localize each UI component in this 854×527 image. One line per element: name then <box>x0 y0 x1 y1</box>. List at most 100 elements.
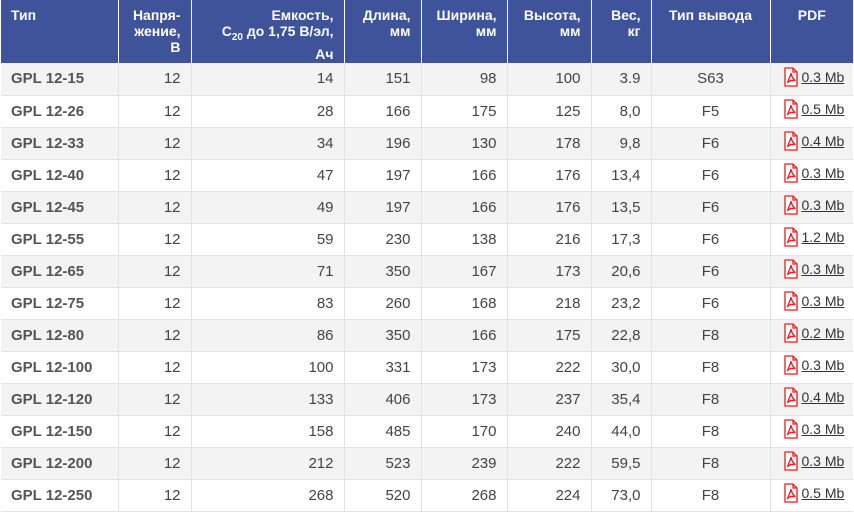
pdf-file-icon[interactable] <box>781 451 801 471</box>
pdf-download-link[interactable]: 0.5 Mb <box>781 99 845 119</box>
pdf-download-link[interactable]: 0.5 Mb <box>781 483 845 503</box>
cell-terminal: F6 <box>651 191 771 224</box>
cell-capacity: 59 <box>191 223 345 256</box>
cell-type: GPL 12-200 <box>1 447 119 480</box>
header-width: Ширина, мм <box>421 0 508 63</box>
cell-weight: 13,5 <box>591 191 652 224</box>
pdf-size-label[interactable]: 0.3 Mb <box>801 421 845 437</box>
header-voltage: Напря- жение, В <box>118 0 192 63</box>
pdf-download-link[interactable]: 1.2 Mb <box>781 227 845 247</box>
pdf-size-label[interactable]: 0.3 Mb <box>801 261 845 277</box>
cell-type: GPL 12-250 <box>1 479 119 512</box>
cell-height: 178 <box>507 127 592 160</box>
table-row: GPL 12-45 12 49 197 166 176 13,5 F6 0.3 Mb <box>1 191 853 224</box>
header-row: Тип Напря- жение, В Емкость, C20 до 1,75… <box>1 0 853 63</box>
cell-terminal: F8 <box>651 319 771 352</box>
cell-length: 350 <box>344 319 422 352</box>
cell-width: 175 <box>421 95 508 128</box>
pdf-download-link[interactable]: 0.3 Mb <box>781 419 845 439</box>
cell-type: GPL 12-26 <box>1 95 119 128</box>
cell-length: 485 <box>344 415 422 448</box>
pdf-size-label[interactable]: 0.3 Mb <box>801 293 845 309</box>
pdf-file-icon[interactable] <box>781 195 801 215</box>
pdf-file-icon[interactable] <box>781 131 801 151</box>
pdf-file-icon[interactable] <box>781 163 801 183</box>
cell-type: GPL 12-15 <box>1 63 119 96</box>
table-row: GPL 12-65 12 71 350 167 173 20,6 F6 0.3 Mb <box>1 255 853 288</box>
cell-type: GPL 12-75 <box>1 287 119 320</box>
cell-height: 222 <box>507 447 592 480</box>
cell-pdf: 0.3 Mb <box>770 255 853 288</box>
pdf-size-label[interactable]: 0.4 Mb <box>801 133 845 149</box>
table-row: GPL 12-75 12 83 260 168 218 23,2 F6 0.3 Mb <box>1 287 853 320</box>
cell-width: 166 <box>421 159 508 192</box>
pdf-file-icon[interactable] <box>781 323 801 343</box>
pdf-size-label[interactable]: 0.3 Mb <box>801 165 845 181</box>
cell-pdf: 0.3 Mb <box>770 415 853 448</box>
cell-terminal: F6 <box>651 255 771 288</box>
pdf-file-icon[interactable] <box>781 291 801 311</box>
pdf-size-label[interactable]: 0.2 Mb <box>801 325 845 341</box>
cell-pdf: 0.5 Mb <box>770 479 853 512</box>
header-weight: Вес, кг <box>591 0 652 63</box>
cell-width: 239 <box>421 447 508 480</box>
cell-pdf: 0.3 Mb <box>770 63 853 96</box>
pdf-download-link[interactable]: 0.3 Mb <box>781 259 845 279</box>
cell-terminal: F8 <box>651 351 771 384</box>
cell-length: 331 <box>344 351 422 384</box>
pdf-download-link[interactable]: 0.3 Mb <box>781 67 845 87</box>
cell-terminal: F6 <box>651 159 771 192</box>
cell-length: 406 <box>344 383 422 416</box>
header-length: Длина, мм <box>344 0 422 63</box>
pdf-size-label[interactable]: 0.3 Mb <box>801 197 845 213</box>
cell-weight: 30,0 <box>591 351 652 384</box>
pdf-file-icon[interactable] <box>781 227 801 247</box>
cell-height: 224 <box>507 479 592 512</box>
pdf-download-link[interactable]: 0.3 Mb <box>781 163 845 183</box>
pdf-download-link[interactable]: 0.3 Mb <box>781 451 845 471</box>
cell-weight: 13,4 <box>591 159 652 192</box>
pdf-download-link[interactable]: 0.3 Mb <box>781 355 845 375</box>
cell-capacity: 133 <box>191 383 345 416</box>
cell-type: GPL 12-100 <box>1 351 119 384</box>
cell-width: 268 <box>421 479 508 512</box>
cell-length: 196 <box>344 127 422 160</box>
cell-capacity: 49 <box>191 191 345 224</box>
pdf-size-label[interactable]: 0.5 Mb <box>801 101 845 117</box>
cell-height: 222 <box>507 351 592 384</box>
pdf-file-icon[interactable] <box>781 355 801 375</box>
table-row: GPL 12-150 12 158 485 170 240 44,0 F8 0.3 Mb <box>1 415 853 448</box>
cell-width: 168 <box>421 287 508 320</box>
pdf-size-label[interactable]: 0.3 Mb <box>801 453 845 469</box>
pdf-download-link[interactable]: 0.3 Mb <box>781 291 845 311</box>
cell-pdf: 0.4 Mb <box>770 383 853 416</box>
pdf-file-icon[interactable] <box>781 419 801 439</box>
pdf-size-label[interactable]: 0.4 Mb <box>801 389 845 405</box>
table-row: GPL 12-80 12 86 350 166 175 22,8 F8 0.2 Mb <box>1 319 853 352</box>
pdf-download-link[interactable]: 0.4 Mb <box>781 387 845 407</box>
cell-height: 176 <box>507 159 592 192</box>
battery-spec-table: Тип Напря- жение, В Емкость, C20 до 1,75… <box>1 0 853 512</box>
pdf-file-icon[interactable] <box>781 483 801 503</box>
cell-voltage: 12 <box>118 191 192 224</box>
cell-height: 216 <box>507 223 592 256</box>
cell-type: GPL 12-120 <box>1 383 119 416</box>
pdf-file-icon[interactable] <box>781 387 801 407</box>
pdf-size-label[interactable]: 0.3 Mb <box>801 68 845 85</box>
pdf-file-icon[interactable] <box>781 67 801 87</box>
pdf-download-link[interactable]: 0.4 Mb <box>781 131 845 151</box>
pdf-size-label[interactable]: 0.5 Mb <box>801 485 845 501</box>
cell-length: 197 <box>344 159 422 192</box>
pdf-size-label[interactable]: 1.2 Mb <box>801 229 845 245</box>
cell-weight: 44,0 <box>591 415 652 448</box>
table-body: GPL 12-15 12 14 151 98 100 3.9 S63 0.3 Mb GPL 12-… <box>1 63 853 512</box>
cell-width: 173 <box>421 383 508 416</box>
cell-voltage: 12 <box>118 255 192 288</box>
pdf-download-link[interactable]: 0.3 Mb <box>781 195 845 215</box>
pdf-size-label[interactable]: 0.3 Mb <box>801 357 845 373</box>
cell-voltage: 12 <box>118 159 192 192</box>
cell-width: 170 <box>421 415 508 448</box>
pdf-file-icon[interactable] <box>781 99 801 119</box>
pdf-download-link[interactable]: 0.2 Mb <box>781 323 845 343</box>
pdf-file-icon[interactable] <box>781 259 801 279</box>
